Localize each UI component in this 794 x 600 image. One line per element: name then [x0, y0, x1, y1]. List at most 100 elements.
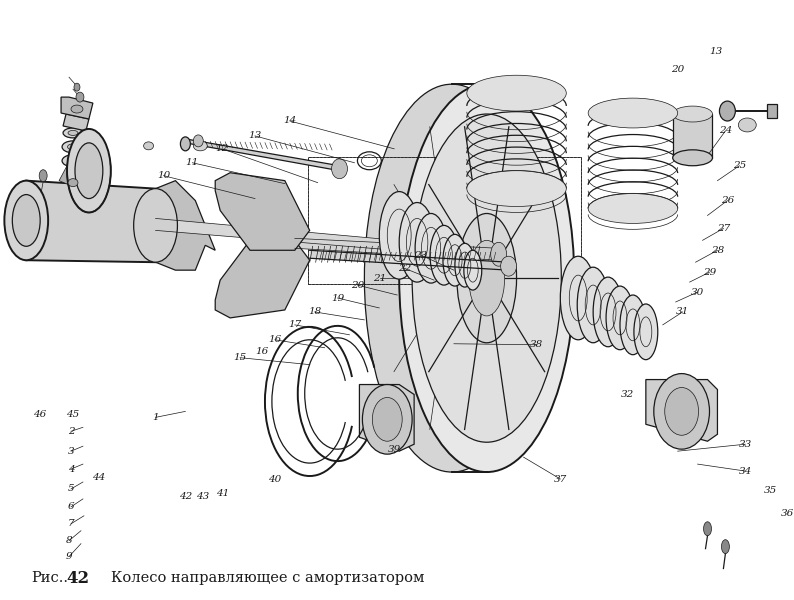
Text: 29: 29 [703, 268, 716, 277]
Polygon shape [215, 173, 310, 250]
Text: 16: 16 [256, 347, 268, 356]
Text: 20: 20 [351, 281, 364, 290]
Polygon shape [156, 181, 215, 270]
Text: 20: 20 [671, 65, 684, 74]
Ellipse shape [372, 397, 403, 441]
Ellipse shape [62, 155, 84, 167]
Ellipse shape [144, 142, 153, 150]
Polygon shape [310, 250, 509, 270]
Text: 14: 14 [283, 116, 296, 125]
Text: 37: 37 [553, 475, 567, 484]
Text: 7: 7 [67, 519, 75, 528]
Ellipse shape [13, 194, 40, 246]
Ellipse shape [133, 188, 177, 262]
Polygon shape [673, 114, 712, 158]
Polygon shape [156, 218, 419, 252]
Text: 34: 34 [738, 467, 752, 476]
Polygon shape [26, 181, 156, 262]
Ellipse shape [430, 226, 458, 285]
Ellipse shape [719, 101, 735, 121]
Text: 27: 27 [717, 224, 730, 233]
Ellipse shape [193, 135, 203, 147]
Text: 18: 18 [308, 307, 322, 316]
Text: 21: 21 [372, 274, 386, 283]
Ellipse shape [399, 84, 574, 472]
Text: 41: 41 [215, 490, 229, 499]
Ellipse shape [455, 244, 475, 287]
Ellipse shape [577, 267, 609, 343]
Text: 10: 10 [157, 171, 170, 180]
Ellipse shape [5, 181, 48, 260]
Ellipse shape [620, 295, 646, 355]
Text: 42: 42 [66, 570, 89, 587]
Text: 12: 12 [215, 145, 229, 154]
Polygon shape [646, 380, 718, 441]
Text: 31: 31 [676, 307, 689, 316]
Ellipse shape [673, 150, 712, 166]
Ellipse shape [722, 539, 730, 554]
Text: 35: 35 [764, 487, 777, 496]
Polygon shape [215, 241, 310, 318]
Text: 13: 13 [249, 131, 261, 140]
Text: 22: 22 [398, 263, 410, 272]
Ellipse shape [464, 250, 482, 290]
Text: 25: 25 [733, 161, 746, 170]
Ellipse shape [673, 106, 712, 122]
Ellipse shape [67, 129, 111, 212]
Ellipse shape [412, 114, 561, 442]
Text: 42: 42 [179, 493, 192, 502]
Ellipse shape [606, 286, 634, 350]
Ellipse shape [332, 159, 348, 179]
Ellipse shape [76, 92, 84, 102]
Polygon shape [63, 114, 89, 131]
Ellipse shape [467, 171, 566, 206]
Text: 36: 36 [781, 509, 794, 518]
Text: 45: 45 [67, 410, 79, 419]
Text: 19: 19 [331, 293, 344, 302]
Ellipse shape [593, 277, 623, 347]
Ellipse shape [71, 105, 83, 113]
Polygon shape [360, 385, 414, 451]
Text: 23: 23 [414, 251, 428, 260]
Text: 28: 28 [711, 246, 724, 255]
Text: 40: 40 [268, 475, 282, 484]
Text: 2: 2 [67, 427, 75, 436]
Polygon shape [295, 238, 499, 260]
Text: 4: 4 [67, 464, 75, 473]
Text: 5: 5 [67, 484, 75, 493]
Text: 1: 1 [152, 413, 159, 422]
Text: 9: 9 [66, 552, 72, 561]
Text: 11: 11 [186, 158, 199, 167]
Ellipse shape [75, 143, 103, 199]
Ellipse shape [180, 137, 191, 151]
Ellipse shape [193, 141, 207, 151]
Ellipse shape [703, 522, 711, 536]
Ellipse shape [415, 214, 447, 283]
Polygon shape [61, 97, 93, 119]
Text: 24: 24 [719, 127, 732, 136]
Ellipse shape [62, 141, 84, 153]
Ellipse shape [468, 241, 505, 316]
Ellipse shape [67, 158, 79, 164]
Text: 46: 46 [33, 410, 46, 419]
Polygon shape [767, 104, 777, 118]
Text: 39: 39 [387, 445, 401, 454]
Ellipse shape [491, 242, 507, 266]
Ellipse shape [443, 235, 467, 286]
Ellipse shape [68, 130, 78, 136]
Text: 16: 16 [268, 335, 282, 344]
Text: 32: 32 [622, 390, 634, 399]
Ellipse shape [588, 98, 677, 128]
Ellipse shape [501, 256, 517, 276]
Polygon shape [185, 139, 340, 171]
Ellipse shape [68, 179, 78, 187]
Ellipse shape [561, 256, 596, 340]
Ellipse shape [380, 191, 419, 279]
Text: Колесо направляющее с амортизатором: Колесо направляющее с амортизатором [111, 571, 424, 586]
Text: 15: 15 [233, 353, 247, 362]
Text: Рис..: Рис.. [31, 571, 68, 586]
Ellipse shape [63, 128, 83, 138]
Ellipse shape [653, 374, 710, 449]
Ellipse shape [467, 75, 566, 111]
Bar [308, 157, 581, 284]
